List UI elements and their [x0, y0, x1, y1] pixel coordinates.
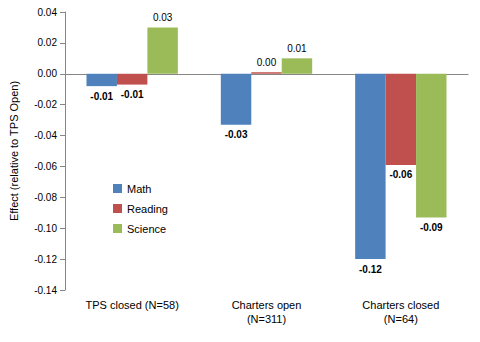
svg-text:-0.08: -0.08	[34, 192, 57, 203]
svg-text:-0.03: -0.03	[225, 129, 248, 140]
svg-text:0.03: 0.03	[153, 12, 173, 23]
svg-text:Science: Science	[127, 223, 166, 235]
svg-text:(N=64): (N=64)	[384, 313, 418, 325]
svg-text:0.01: 0.01	[287, 43, 307, 54]
svg-text:Math: Math	[127, 183, 151, 195]
svg-text:Effect (relative to TPS Open): Effect (relative to TPS Open)	[8, 81, 20, 221]
svg-text:0.04: 0.04	[38, 7, 58, 18]
svg-text:-0.01: -0.01	[121, 89, 144, 100]
svg-text:Reading: Reading	[127, 203, 168, 215]
svg-text:-0.04: -0.04	[34, 130, 57, 141]
svg-text:-0.06: -0.06	[389, 169, 412, 180]
svg-text:TPS closed (N=58): TPS closed (N=58)	[86, 299, 179, 311]
svg-text:-0.01: -0.01	[90, 91, 113, 102]
svg-text:-0.12: -0.12	[34, 254, 57, 265]
svg-text:(N=311): (N=311)	[247, 313, 286, 325]
svg-text:-0.02: -0.02	[34, 99, 57, 110]
svg-text:-0.06: -0.06	[34, 161, 57, 172]
svg-text:Charters closed: Charters closed	[362, 299, 439, 311]
svg-text:-0.12: -0.12	[359, 264, 382, 275]
svg-text:-0.10: -0.10	[34, 223, 57, 234]
svg-text:-0.14: -0.14	[34, 285, 57, 296]
svg-text:0.00: 0.00	[38, 68, 58, 79]
svg-text:0.02: 0.02	[38, 37, 58, 48]
svg-text:Charters open: Charters open	[232, 299, 302, 311]
svg-text:-0.09: -0.09	[420, 222, 443, 233]
svg-text:0.00: 0.00	[257, 57, 277, 68]
